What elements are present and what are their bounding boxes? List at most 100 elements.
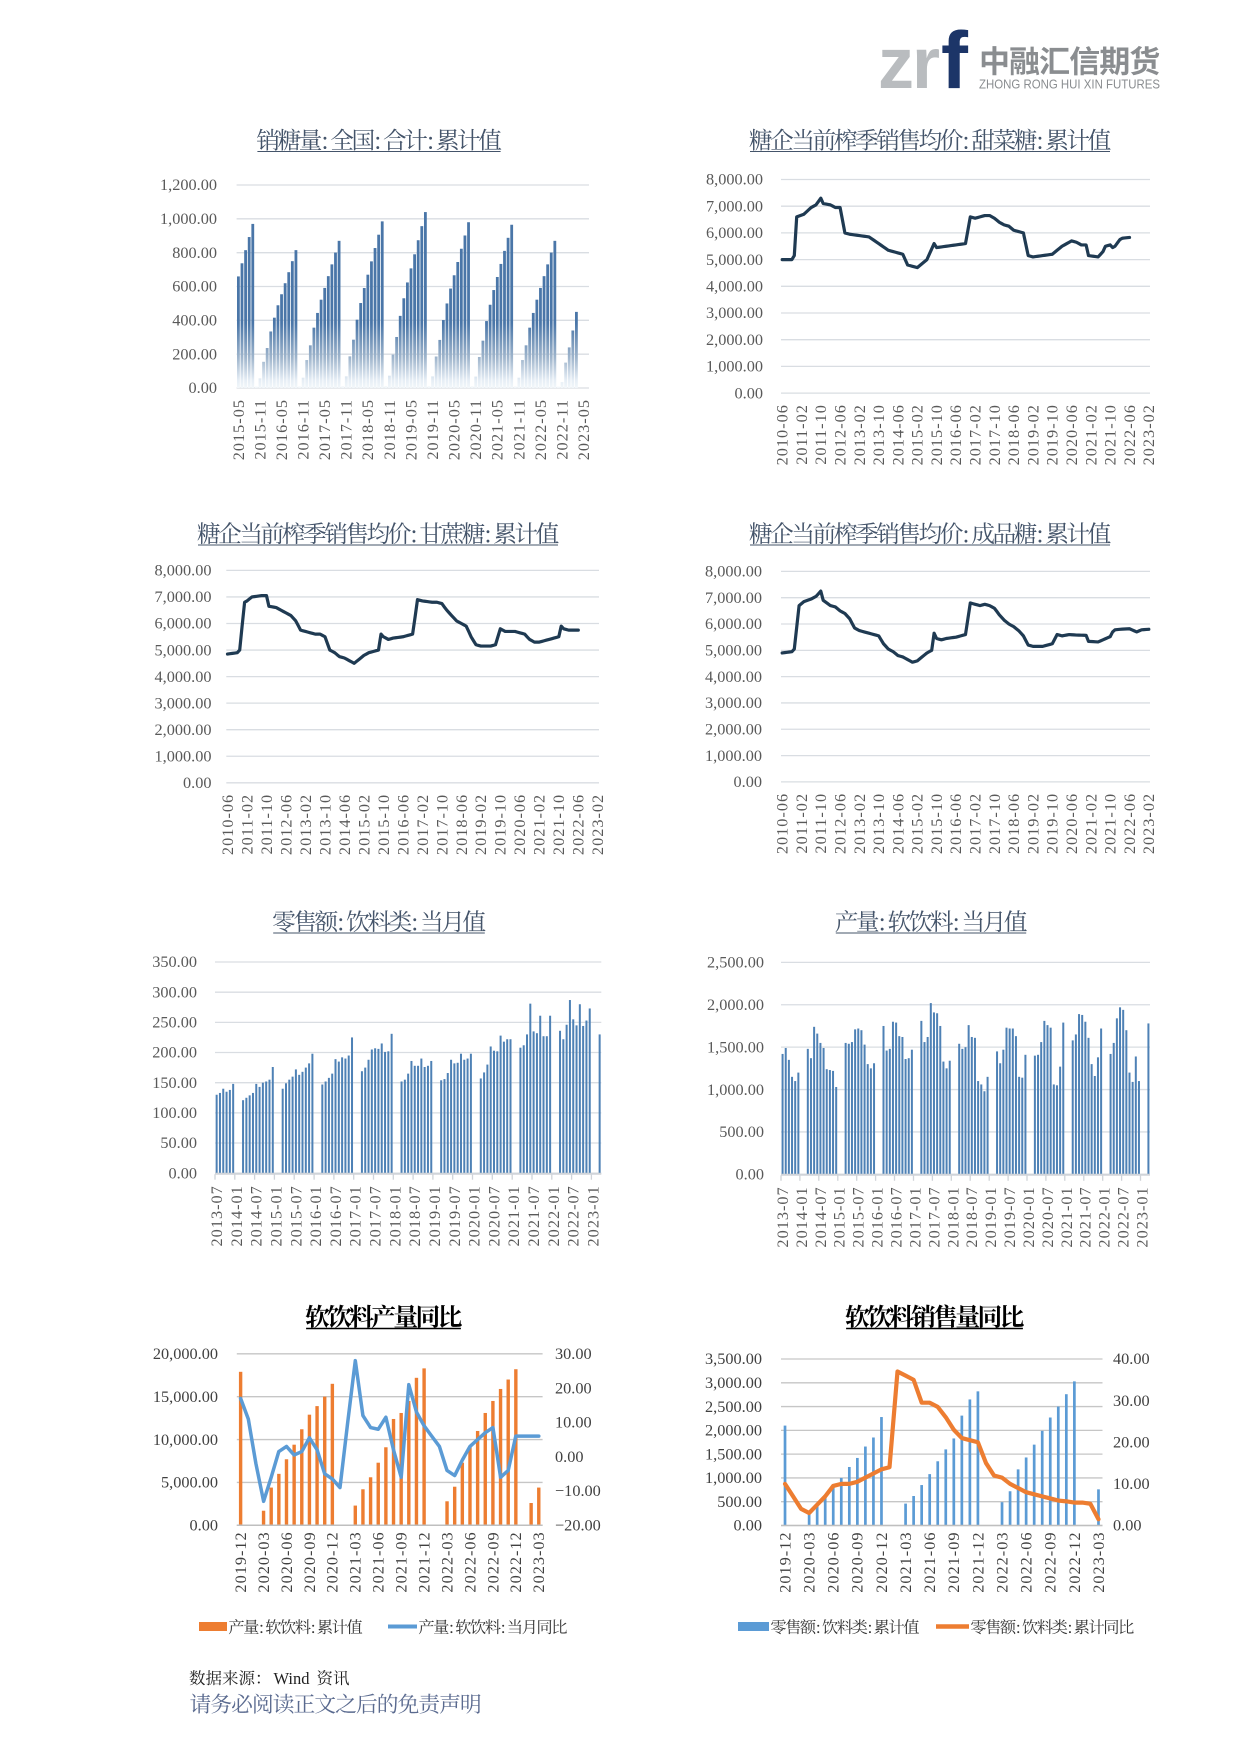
svg-text:2018-11: 2018-11 bbox=[380, 399, 399, 460]
svg-text:350.00: 350.00 bbox=[152, 952, 197, 971]
svg-text:1,500.00: 1,500.00 bbox=[705, 1444, 762, 1463]
svg-text:2013-10: 2013-10 bbox=[869, 404, 888, 465]
svg-text:200.00: 200.00 bbox=[152, 1043, 197, 1062]
svg-text:2021-06: 2021-06 bbox=[369, 1531, 388, 1592]
svg-text:2021-01: 2021-01 bbox=[1057, 1186, 1076, 1247]
svg-text:2019-02: 2019-02 bbox=[471, 794, 490, 855]
svg-text:2019-11: 2019-11 bbox=[423, 399, 442, 460]
svg-text:2020-01: 2020-01 bbox=[1019, 1186, 1038, 1247]
svg-text:2022-06: 2022-06 bbox=[1120, 793, 1139, 854]
svg-text:2020-01: 2020-01 bbox=[465, 1185, 484, 1246]
svg-text:2016-11: 2016-11 bbox=[294, 399, 313, 460]
svg-text:10.00: 10.00 bbox=[1113, 1474, 1150, 1493]
svg-text:2020-07: 2020-07 bbox=[1038, 1186, 1057, 1247]
svg-text:2016-06: 2016-06 bbox=[946, 793, 965, 854]
svg-text:2017-11: 2017-11 bbox=[337, 399, 356, 460]
svg-text:2015-07: 2015-07 bbox=[286, 1185, 305, 1246]
svg-text:2020-03: 2020-03 bbox=[254, 1531, 273, 1592]
svg-text:2018-06: 2018-06 bbox=[1004, 404, 1023, 465]
svg-text:2016-01: 2016-01 bbox=[306, 1185, 325, 1246]
svg-text:2017-10: 2017-10 bbox=[432, 794, 451, 855]
svg-text:150.00: 150.00 bbox=[152, 1073, 197, 1092]
svg-text:3,000.00: 3,000.00 bbox=[155, 693, 212, 712]
svg-text:2,000.00: 2,000.00 bbox=[705, 720, 762, 739]
svg-text:15,000.00: 15,000.00 bbox=[153, 1387, 218, 1406]
svg-text:2020-12: 2020-12 bbox=[872, 1532, 891, 1593]
svg-text:2022-09: 2022-09 bbox=[483, 1531, 502, 1592]
svg-text:2021-10: 2021-10 bbox=[549, 794, 568, 855]
svg-text:20,000.00: 20,000.00 bbox=[153, 1344, 218, 1363]
svg-text:2022-09: 2022-09 bbox=[1041, 1532, 1060, 1593]
svg-text:2015-01: 2015-01 bbox=[830, 1186, 849, 1247]
svg-text:6,000.00: 6,000.00 bbox=[155, 614, 212, 633]
svg-text:2014-07: 2014-07 bbox=[247, 1185, 266, 1246]
svg-text:2022-11: 2022-11 bbox=[552, 399, 571, 460]
svg-text:400.00: 400.00 bbox=[172, 311, 217, 330]
svg-text:2,500.00: 2,500.00 bbox=[705, 1397, 762, 1416]
svg-text:2023-02: 2023-02 bbox=[1139, 404, 1158, 465]
svg-text:2019-10: 2019-10 bbox=[1043, 793, 1062, 854]
svg-text:2023-01: 2023-01 bbox=[1132, 1186, 1151, 1247]
svg-text:2010-06: 2010-06 bbox=[773, 793, 792, 854]
svg-text:2020-06: 2020-06 bbox=[1062, 793, 1081, 854]
svg-text:2018-06: 2018-06 bbox=[1004, 793, 1023, 854]
svg-text:1,200.00: 1,200.00 bbox=[160, 175, 217, 194]
svg-text:2020-11: 2020-11 bbox=[466, 399, 485, 460]
svg-text:−20.00: −20.00 bbox=[555, 1516, 601, 1535]
svg-text:5,000.00: 5,000.00 bbox=[706, 250, 763, 269]
svg-text:2011-10: 2011-10 bbox=[257, 794, 276, 855]
svg-text:2019-01: 2019-01 bbox=[425, 1185, 444, 1246]
svg-text:1,000.00: 1,000.00 bbox=[155, 747, 212, 766]
svg-text:2022-01: 2022-01 bbox=[544, 1185, 563, 1246]
svg-text:4,000.00: 4,000.00 bbox=[155, 667, 212, 686]
svg-text:2015-02: 2015-02 bbox=[354, 794, 373, 855]
svg-text:2021-02: 2021-02 bbox=[530, 794, 549, 855]
svg-text:2011-10: 2011-10 bbox=[811, 404, 830, 465]
svg-text:2,000.00: 2,000.00 bbox=[707, 995, 764, 1014]
svg-text:2017-02: 2017-02 bbox=[413, 794, 432, 855]
svg-text:2014-06: 2014-06 bbox=[335, 794, 354, 855]
svg-text:1,000.00: 1,000.00 bbox=[160, 209, 217, 228]
svg-text:2013-02: 2013-02 bbox=[296, 794, 315, 855]
svg-text:600.00: 600.00 bbox=[172, 277, 217, 296]
svg-text:2022-05: 2022-05 bbox=[531, 399, 550, 460]
svg-text:Wind: Wind bbox=[274, 1669, 311, 1688]
svg-text:2017-05: 2017-05 bbox=[315, 399, 334, 460]
svg-text:2015-10: 2015-10 bbox=[927, 793, 946, 854]
svg-text:2020-06: 2020-06 bbox=[510, 794, 529, 855]
svg-text:2015-07: 2015-07 bbox=[849, 1186, 868, 1247]
svg-text:2023-02: 2023-02 bbox=[588, 794, 607, 855]
svg-text:2014-07: 2014-07 bbox=[811, 1186, 830, 1247]
svg-text:2017-01: 2017-01 bbox=[905, 1186, 924, 1247]
svg-text:2021-12: 2021-12 bbox=[414, 1531, 433, 1592]
svg-text:2021-07: 2021-07 bbox=[1076, 1186, 1095, 1247]
svg-text:2023-02: 2023-02 bbox=[1139, 793, 1158, 854]
svg-text:7,000.00: 7,000.00 bbox=[705, 588, 762, 607]
svg-text:2022-01: 2022-01 bbox=[1095, 1186, 1114, 1247]
svg-text:5,000.00: 5,000.00 bbox=[705, 641, 762, 660]
svg-text:2023-05: 2023-05 bbox=[574, 399, 593, 460]
svg-text:2020-05: 2020-05 bbox=[445, 399, 464, 460]
svg-text:2017-02: 2017-02 bbox=[966, 793, 985, 854]
svg-text:2022-07: 2022-07 bbox=[564, 1185, 583, 1246]
svg-text:2021-10: 2021-10 bbox=[1101, 793, 1120, 854]
svg-text:2018-05: 2018-05 bbox=[358, 399, 377, 460]
svg-text:10.00: 10.00 bbox=[555, 1413, 592, 1432]
svg-text:2017-07: 2017-07 bbox=[366, 1185, 385, 1246]
svg-text:2015-02: 2015-02 bbox=[908, 793, 927, 854]
svg-text:7,000.00: 7,000.00 bbox=[706, 196, 763, 215]
svg-text:2019-01: 2019-01 bbox=[981, 1186, 1000, 1247]
svg-text:0.00: 0.00 bbox=[555, 1447, 584, 1466]
svg-text:2,000.00: 2,000.00 bbox=[705, 1421, 762, 1440]
svg-text:0.00: 0.00 bbox=[734, 772, 763, 791]
svg-text:2022-06: 2022-06 bbox=[569, 794, 588, 855]
svg-text:2018-01: 2018-01 bbox=[943, 1186, 962, 1247]
svg-text:2014-01: 2014-01 bbox=[792, 1186, 811, 1247]
svg-text:2020-07: 2020-07 bbox=[484, 1185, 503, 1246]
svg-text:2021-12: 2021-12 bbox=[968, 1532, 987, 1593]
svg-text:2019-05: 2019-05 bbox=[401, 399, 420, 460]
svg-text:2021-02: 2021-02 bbox=[1081, 404, 1100, 465]
svg-text:2011-02: 2011-02 bbox=[792, 404, 811, 465]
svg-text:5,000.00: 5,000.00 bbox=[161, 1473, 218, 1492]
svg-text:2023-03: 2023-03 bbox=[529, 1531, 548, 1592]
